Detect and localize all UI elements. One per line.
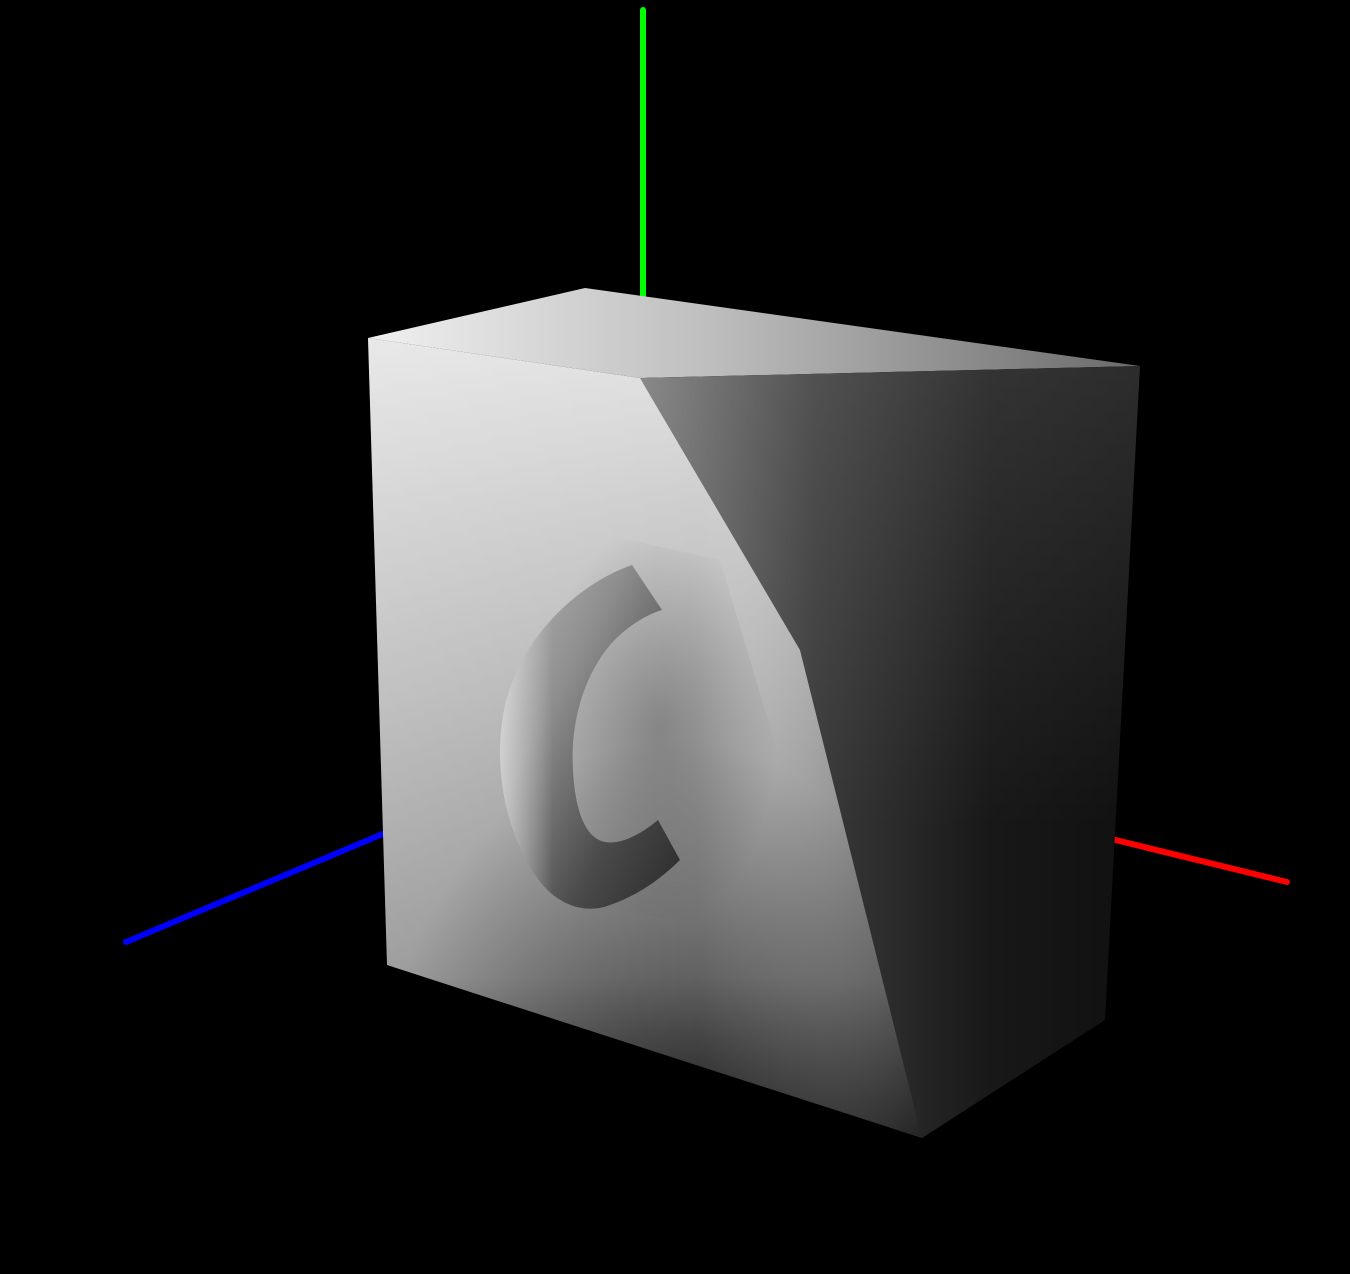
- cube-top-face: [368, 288, 1140, 378]
- torus-mesh[interactable]: [499, 565, 680, 909]
- cube-mesh[interactable]: [368, 288, 1140, 1138]
